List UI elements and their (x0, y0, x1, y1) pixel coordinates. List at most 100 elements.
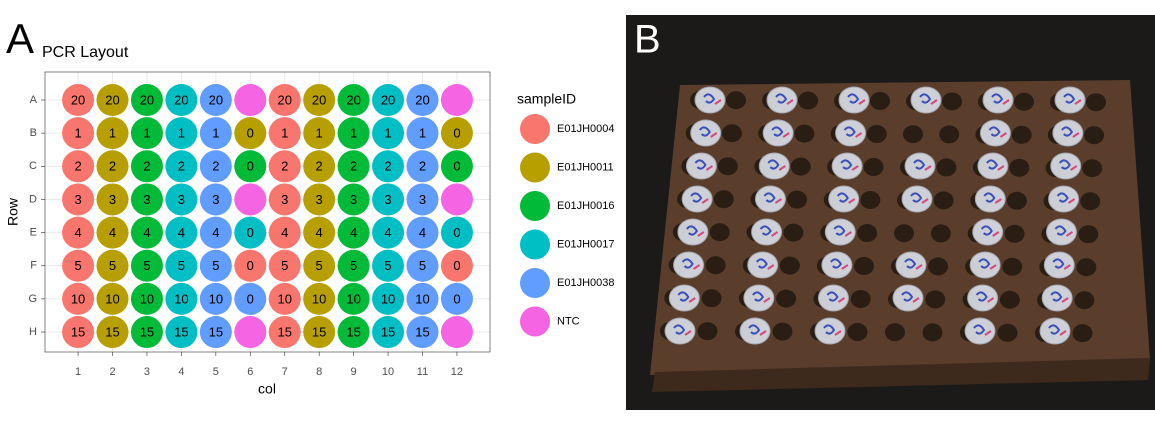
y-tick-label: E (30, 227, 37, 239)
well-label: 15 (71, 324, 85, 339)
tube-mark (851, 165, 859, 171)
tray-hole (857, 224, 878, 242)
tray-hole (1074, 291, 1095, 310)
tray-hole (1006, 191, 1027, 210)
tube-writing (919, 93, 932, 104)
y-tick-label: D (29, 193, 37, 205)
well-label: 10 (105, 291, 119, 306)
tube-mark (858, 99, 866, 105)
well-label: 20 (140, 92, 154, 107)
well (62, 117, 95, 150)
tube (904, 152, 936, 180)
well-label: 15 (277, 324, 291, 339)
tube-mark (778, 165, 786, 171)
well-label: 2 (212, 159, 219, 174)
tube-writing (980, 225, 993, 236)
tube (838, 86, 870, 114)
well-label: 20 (312, 92, 326, 107)
tray-hole (1011, 125, 1032, 144)
tube-writing (826, 291, 839, 302)
well (440, 183, 473, 216)
well-label: 0 (453, 258, 460, 273)
tray-hole (776, 289, 797, 308)
tube-writing (975, 291, 988, 302)
well (268, 117, 301, 150)
tube-mark (759, 330, 767, 336)
panel-label: B (634, 18, 661, 62)
x-tick-label: 2 (109, 366, 115, 378)
tube (751, 218, 783, 246)
tube-mark (767, 264, 775, 270)
well (268, 183, 301, 216)
tray-hole (721, 124, 742, 143)
x-tick-label: 3 (144, 366, 150, 378)
tray-hole (717, 157, 738, 176)
tray-hole (772, 322, 793, 341)
well-label: 2 (281, 159, 288, 174)
tube-mark (701, 198, 709, 204)
tray-hole (894, 224, 914, 243)
well-label: 2 (419, 159, 426, 174)
tube-writing (843, 126, 856, 137)
well-label: 2 (178, 159, 185, 174)
well (337, 183, 370, 216)
tray-hole (794, 124, 815, 143)
tube-mark (915, 264, 923, 270)
well (268, 216, 301, 249)
tube-mark (992, 231, 1000, 237)
tube-writing (748, 324, 761, 335)
tube (1045, 218, 1077, 246)
tray-hole (853, 257, 874, 275)
tube-mark (688, 297, 696, 303)
tray-hole (933, 191, 954, 210)
legend-key (520, 306, 550, 337)
tube (685, 152, 717, 180)
well-label: 20 (381, 92, 395, 107)
well (199, 216, 232, 249)
well-label: 3 (109, 192, 116, 207)
well-label: 20 (346, 92, 360, 107)
well-label: 3 (178, 192, 185, 207)
x-tick-label: 4 (178, 366, 184, 378)
tube (835, 119, 867, 147)
tray-hole (997, 323, 1018, 342)
tube (743, 284, 775, 312)
tube-writing (1054, 225, 1067, 236)
tube-mark (774, 198, 782, 204)
well (130, 84, 163, 116)
well (268, 316, 301, 349)
tube-writing (986, 159, 999, 170)
well (234, 117, 267, 150)
well (440, 282, 473, 315)
tube-mark (697, 231, 705, 237)
well-label: 5 (178, 258, 185, 273)
well (406, 84, 439, 116)
well-label: 1 (350, 126, 357, 141)
well-label: 5 (109, 258, 116, 273)
tube-mark (1068, 198, 1076, 204)
well (234, 183, 267, 216)
well (440, 316, 473, 349)
tube (681, 185, 713, 213)
legend-key (520, 191, 550, 221)
well-label: 10 (381, 291, 395, 306)
well-label: 4 (74, 225, 81, 240)
legend-label: NTC (557, 315, 580, 327)
well-label: 20 (415, 92, 429, 107)
well (165, 183, 198, 216)
well-label: 10 (346, 291, 360, 306)
x-tick-label: 5 (213, 366, 219, 378)
well (268, 282, 301, 315)
well (130, 249, 163, 282)
well-label: 0 (247, 126, 254, 141)
tube-mark (771, 231, 779, 237)
tube (974, 185, 1006, 213)
tray-hole (939, 125, 960, 144)
well-label: 3 (316, 192, 323, 207)
tube (673, 251, 705, 279)
tube-writing (904, 258, 917, 269)
well (337, 316, 370, 349)
well-label: 10 (71, 291, 85, 306)
tube-mark (782, 132, 790, 138)
tray-hole (1009, 158, 1030, 177)
